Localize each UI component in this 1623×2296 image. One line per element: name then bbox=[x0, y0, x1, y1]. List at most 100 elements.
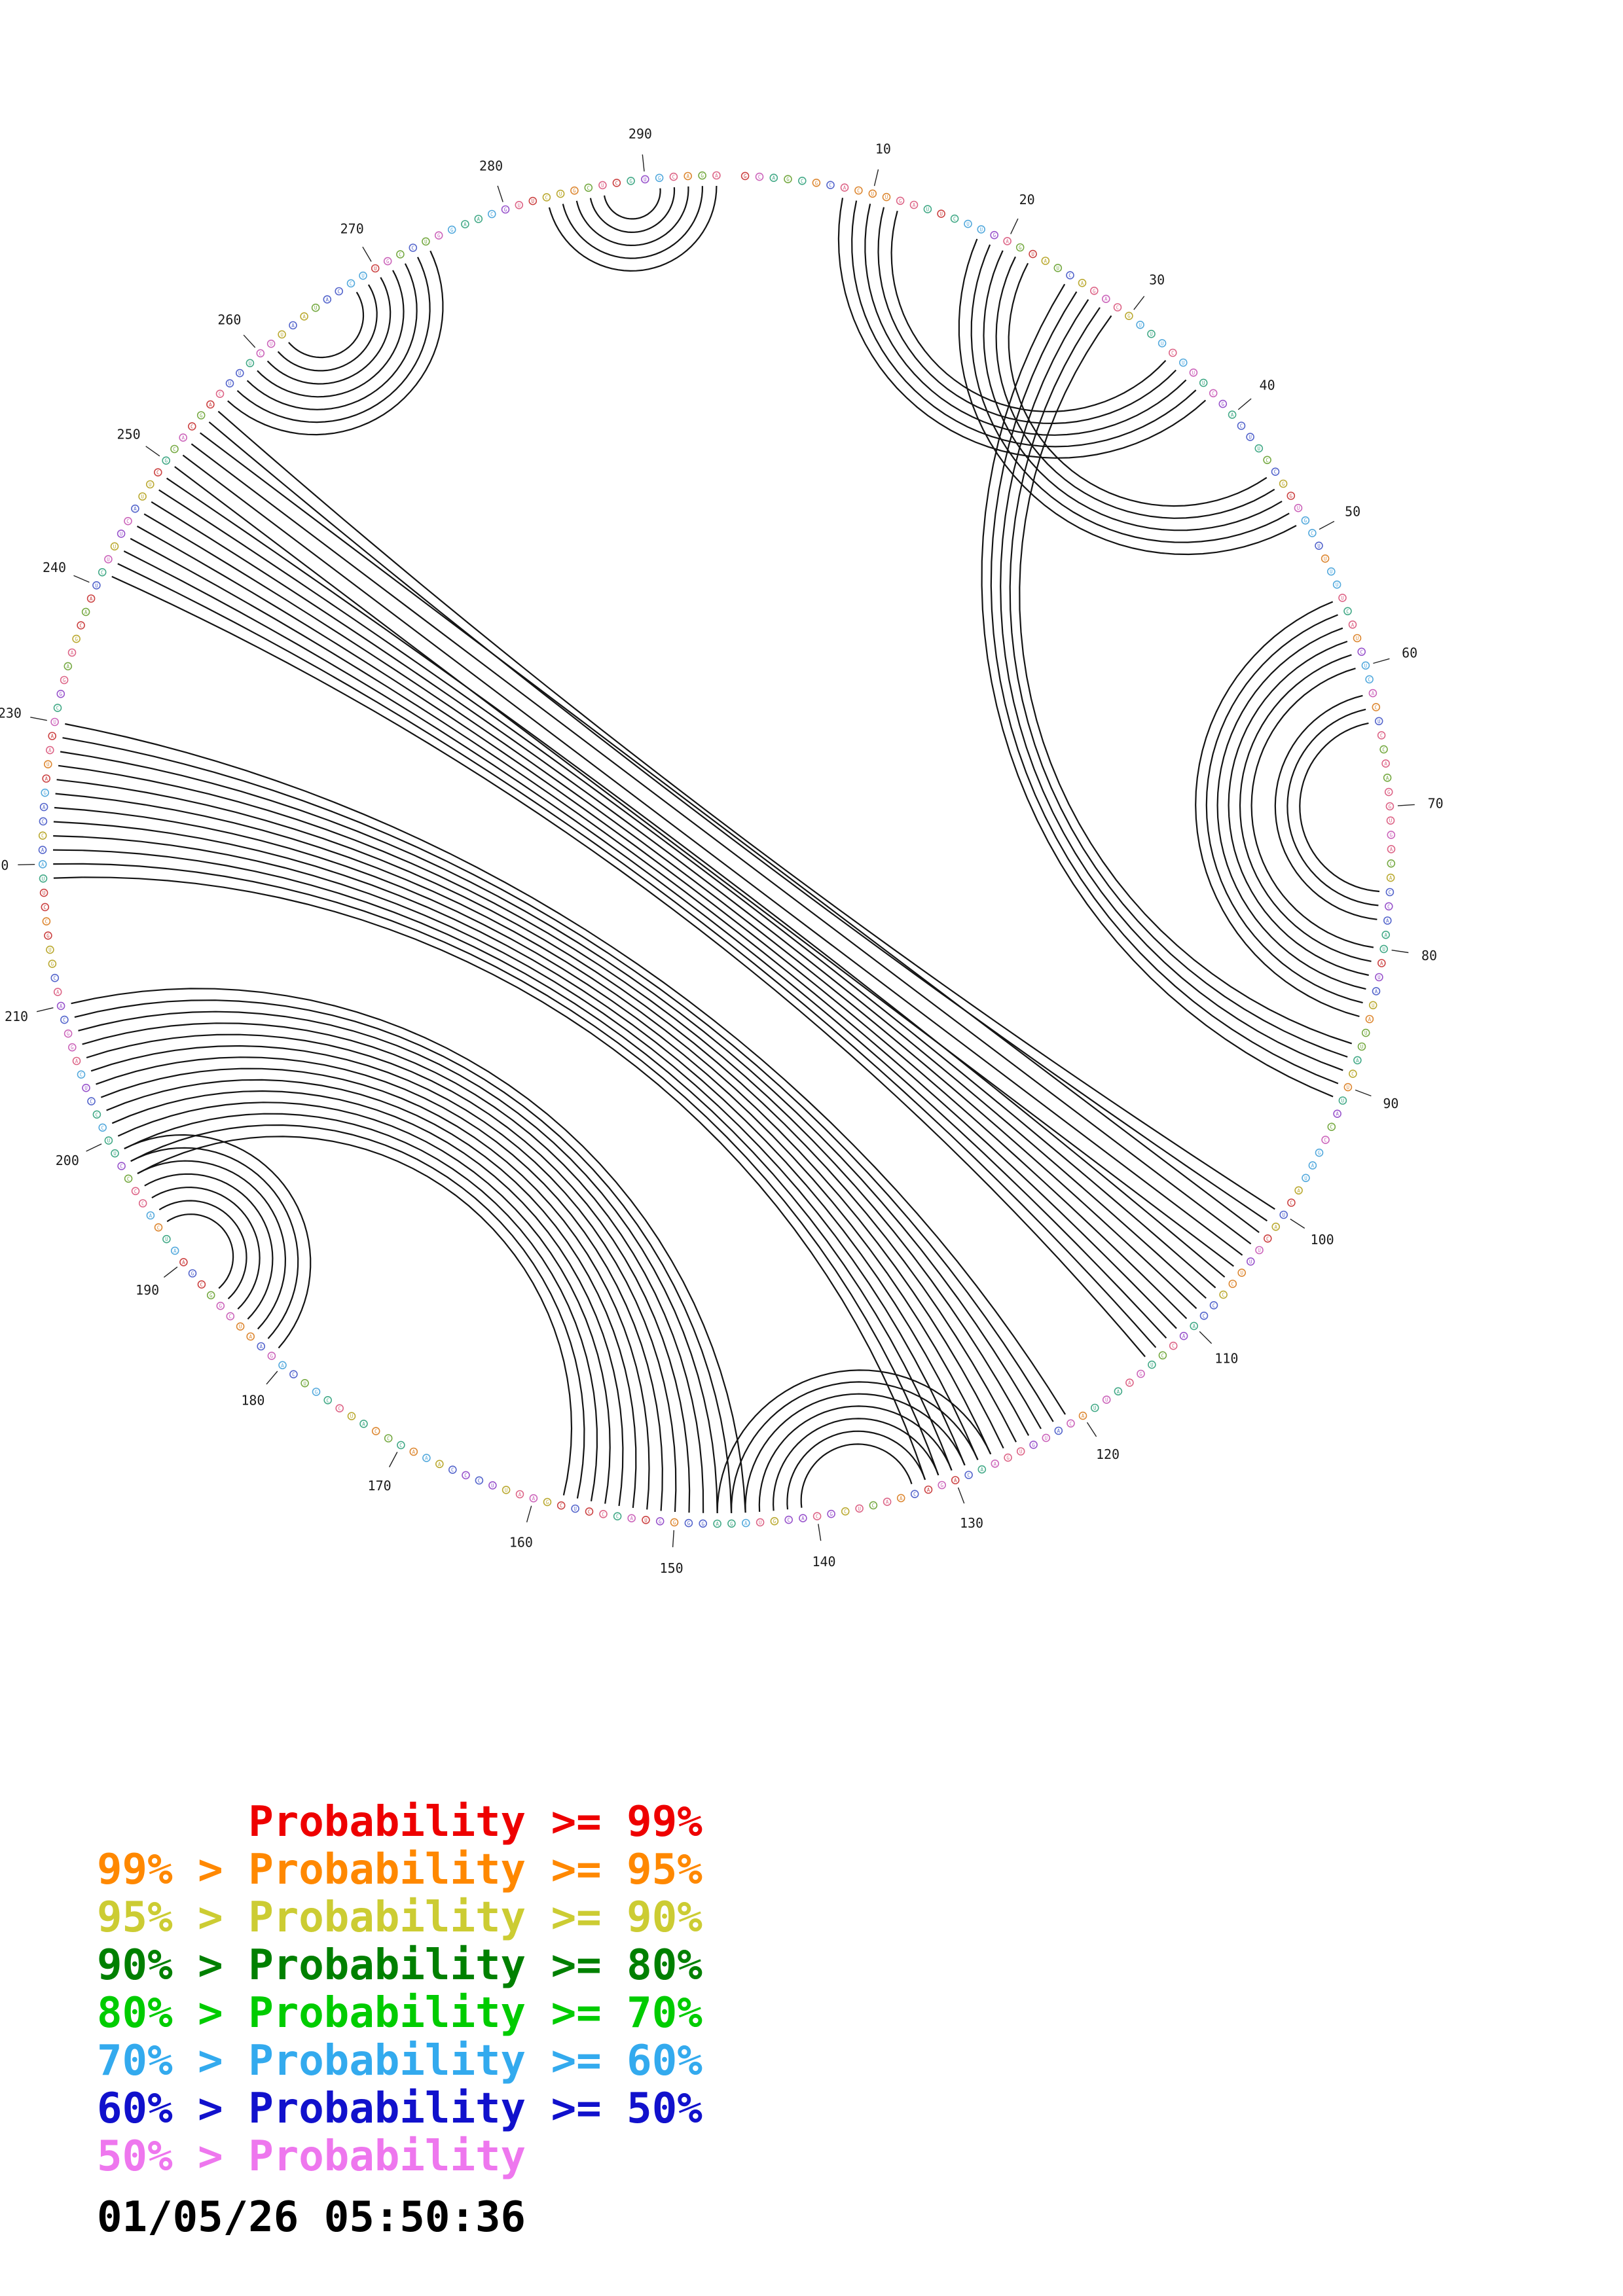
nucleotide-letter: C bbox=[1375, 704, 1378, 710]
nucleotide-letter: U bbox=[1324, 556, 1327, 562]
nucleotide-letter: A bbox=[1057, 1428, 1061, 1434]
nucleotide-marker bbox=[359, 1420, 368, 1428]
nucleotide-marker bbox=[699, 1519, 707, 1528]
nucleotide-marker bbox=[812, 1512, 822, 1520]
nucleotide-marker bbox=[60, 675, 69, 685]
tick-line bbox=[362, 246, 372, 262]
nucleotide-marker bbox=[266, 339, 276, 348]
nucleotide-marker bbox=[488, 1481, 497, 1490]
nucleotide-marker bbox=[38, 831, 47, 840]
nucleotide-marker bbox=[543, 1498, 552, 1507]
nucleotide-marker bbox=[1255, 1246, 1264, 1255]
nucleotide-letter: G bbox=[573, 188, 576, 194]
nucleotide-letter: A bbox=[981, 1467, 984, 1473]
nucleotide-letter: A bbox=[1386, 918, 1389, 924]
nucleotide-letter: C bbox=[1161, 1353, 1165, 1359]
nucleotide-letter: A bbox=[773, 175, 776, 181]
nucleotide-letter: C bbox=[1389, 889, 1392, 895]
nucleotide-marker bbox=[756, 1518, 765, 1527]
nucleotide-letter: U bbox=[1317, 543, 1321, 549]
base-pair-arc bbox=[151, 1186, 261, 1310]
nucleotide-marker bbox=[1379, 745, 1388, 754]
nucleotide-letter: C bbox=[229, 1314, 232, 1319]
nucleotide-marker bbox=[584, 183, 593, 192]
nucleotide-letter: A bbox=[1182, 1333, 1186, 1339]
nucleotide-letter: A bbox=[1380, 961, 1383, 967]
nucleotide-marker bbox=[826, 181, 835, 190]
nucleotide-letter: A bbox=[801, 1516, 805, 1522]
base-pair-arc bbox=[96, 1056, 663, 1511]
tick-line bbox=[1199, 1331, 1213, 1344]
base-pair-arc bbox=[548, 185, 718, 272]
nucleotide-marker bbox=[627, 177, 635, 185]
nucleotide-marker bbox=[67, 648, 77, 657]
nucleotide-letter: A bbox=[249, 1334, 252, 1340]
nucleotide-letter: U bbox=[1372, 1003, 1375, 1009]
nucleotide-letter: U bbox=[1105, 1397, 1108, 1403]
tick-line bbox=[1373, 658, 1390, 664]
tick-label: 220 bbox=[0, 857, 9, 873]
nucleotide-letter: C bbox=[56, 706, 60, 711]
nucleotide-marker bbox=[655, 1517, 665, 1526]
nucleotide-letter: G bbox=[386, 259, 390, 264]
nucleotide-letter: U bbox=[491, 1482, 494, 1488]
nucleotide-marker bbox=[474, 215, 483, 223]
nucleotide-letter: U bbox=[1341, 1098, 1345, 1104]
nucleotide-letter: U bbox=[926, 207, 930, 213]
nucleotide-marker bbox=[1387, 845, 1396, 853]
nucleotide-marker bbox=[1333, 1109, 1341, 1118]
nucleotide-letter: A bbox=[41, 861, 45, 867]
nucleotide-marker bbox=[613, 1512, 622, 1520]
base-pair-arc bbox=[1250, 668, 1374, 948]
nucleotide-letter: C bbox=[54, 975, 57, 981]
base-pair-arc bbox=[981, 283, 1334, 1098]
nucleotide-letter: C bbox=[490, 211, 494, 217]
base-pair-arc bbox=[208, 421, 1268, 1222]
nucleotide-marker bbox=[812, 178, 821, 187]
tick-label: 180 bbox=[241, 1392, 264, 1408]
nucleotide-letter: C bbox=[616, 1514, 619, 1520]
nucleotide-marker bbox=[1190, 1321, 1198, 1331]
nucleotide-letter: G bbox=[673, 1520, 676, 1526]
base-pair-arc bbox=[74, 999, 733, 1513]
nucleotide-letter: U bbox=[644, 177, 647, 183]
nucleotide-letter: U bbox=[1282, 1212, 1285, 1218]
nucleotide-marker bbox=[1385, 802, 1395, 811]
nucleotide-marker bbox=[246, 359, 255, 368]
nucleotide-letter: C bbox=[141, 1201, 145, 1207]
nucleotide-marker bbox=[784, 175, 792, 184]
nucleotide-letter: U bbox=[1057, 265, 1060, 271]
nucleotide-marker bbox=[359, 271, 367, 280]
nucleotide-letter: C bbox=[1380, 732, 1383, 738]
nucleotide-marker bbox=[146, 480, 155, 489]
nucleotide-marker bbox=[487, 209, 496, 219]
nucleotide-letter: C bbox=[45, 919, 48, 925]
nucleotide-letter: C bbox=[967, 1473, 970, 1479]
base-pair-arc bbox=[604, 188, 661, 220]
nucleotide-marker bbox=[1348, 620, 1357, 629]
base-pair-arc bbox=[864, 204, 1187, 436]
nucleotide-letter: G bbox=[701, 173, 704, 179]
nucleotide-letter: U bbox=[238, 370, 242, 376]
nucleotide-letter: U bbox=[1202, 380, 1205, 386]
nucleotide-marker bbox=[1067, 1419, 1075, 1428]
tick-line bbox=[1397, 804, 1415, 806]
nucleotide-marker bbox=[154, 1223, 163, 1232]
nucleotide-marker bbox=[1374, 717, 1383, 726]
tick-label: 90 bbox=[1383, 1096, 1398, 1111]
nucleotide-letter: U bbox=[120, 531, 123, 537]
legend-line-below50: 50% > Probability bbox=[97, 2132, 526, 2181]
base-pair-arc bbox=[575, 186, 689, 247]
nucleotide-marker bbox=[868, 189, 877, 198]
nucleotide-letter: C bbox=[326, 1397, 329, 1403]
nucleotide-marker bbox=[1349, 1069, 1357, 1078]
nucleotide-letter: U bbox=[1031, 251, 1034, 257]
legend-line-p60: 70% > Probability >= 60% bbox=[97, 2037, 702, 2085]
tick-line bbox=[145, 446, 160, 457]
base-pair-arc bbox=[970, 244, 1290, 543]
nucleotide-letter: C bbox=[1311, 530, 1314, 536]
nucleotide-marker bbox=[855, 1504, 864, 1513]
nucleotide-marker bbox=[124, 516, 132, 526]
nucleotide-marker bbox=[384, 1434, 393, 1443]
tick-line bbox=[30, 717, 47, 721]
